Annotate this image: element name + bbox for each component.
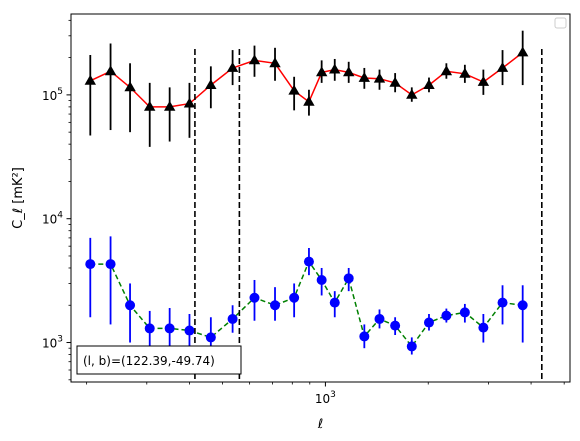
series-0-point-10 (288, 84, 300, 95)
series-1-point-3 (144, 323, 155, 334)
series-0-point-23 (496, 62, 509, 72)
vertical-lines-group (194, 49, 543, 382)
annotation-text: (l, b)=(122.39,-49.74) (83, 354, 215, 368)
series-0-point-6 (205, 79, 217, 89)
series-1-point-0 (85, 259, 96, 270)
series-0-point-17 (389, 76, 401, 87)
series-1-point-12 (316, 274, 327, 285)
series-1-point-17 (390, 320, 401, 331)
series-1-point-9 (270, 300, 281, 311)
series-0-point-0 (84, 74, 96, 85)
y-tick-label-1: 104 (42, 211, 63, 227)
x-tick-label-0: 103 (315, 390, 336, 406)
series-1-point-10 (289, 292, 300, 303)
series-0-point-24 (517, 46, 529, 57)
ticks-group: 103 104 105 103 (42, 19, 565, 406)
series-0-point-4 (164, 100, 176, 111)
series-1-point-1 (105, 259, 116, 270)
series-0-point-3 (144, 100, 156, 111)
series-0-point-18 (406, 88, 418, 99)
series-0-point-5 (183, 97, 196, 108)
legend (554, 17, 567, 29)
series-1-point-16 (374, 313, 385, 324)
series-0-point-15 (358, 72, 370, 82)
series-0-point-13 (329, 63, 341, 74)
series-1-point-18 (406, 341, 417, 352)
series-1-point-15 (359, 331, 370, 342)
x-axis-label: ℓ (317, 417, 323, 432)
series-0-point-16 (373, 72, 386, 83)
y-axis-label: C_ℓ [mK²] (11, 167, 26, 229)
series-1-point-13 (329, 297, 340, 308)
series-1-point-23 (497, 297, 508, 308)
series-0-point-8 (248, 54, 261, 65)
annotation-box (76, 345, 242, 375)
series-1-point-19 (423, 317, 434, 328)
series-0-point-20 (440, 65, 453, 76)
series-0-point-21 (459, 67, 471, 78)
series-0-point-12 (316, 66, 328, 77)
plot-frame (70, 13, 571, 383)
series-group (84, 30, 529, 355)
y-tick-label-0: 103 (42, 335, 63, 351)
series-1-point-4 (164, 323, 175, 334)
series-0-point-7 (226, 62, 239, 72)
legend-box (554, 17, 567, 29)
y-tick-label-2: 105 (42, 87, 63, 103)
series-0-point-22 (477, 76, 490, 86)
series-1-point-20 (441, 310, 452, 321)
series-1-point-22 (478, 322, 489, 333)
series-1-point-8 (249, 292, 260, 303)
series-0-point-1 (104, 65, 117, 76)
series-1-point-5 (184, 325, 195, 336)
series-0-point-19 (423, 79, 435, 89)
series-0-line (89, 51, 524, 108)
annotation-group: (l, b)=(122.39,-49.74) (76, 345, 242, 375)
series-1-point-7 (227, 313, 238, 324)
series-1-point-24 (517, 300, 528, 311)
series-1-point-2 (125, 300, 136, 311)
series-0-point-14 (343, 66, 355, 77)
series-1-point-14 (343, 273, 354, 284)
series-1-point-21 (459, 307, 470, 318)
series-0-point-2 (124, 81, 136, 92)
series-0-point-9 (269, 57, 281, 68)
series-1-point-11 (303, 256, 314, 267)
series-1-point-6 (205, 332, 216, 343)
series-1-line (90, 260, 523, 348)
series-0-point-11 (303, 95, 315, 106)
